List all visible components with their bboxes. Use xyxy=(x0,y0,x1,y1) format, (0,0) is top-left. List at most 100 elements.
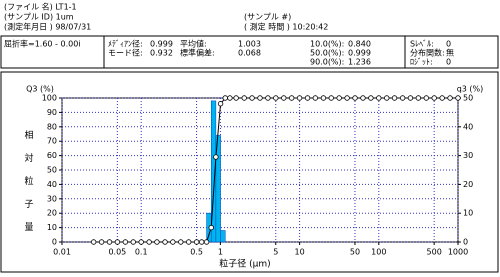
info-label: 分布関数: xyxy=(410,48,445,58)
cumulative-point xyxy=(90,239,97,245)
x-axis-title: 粒子径 (μm) xyxy=(219,258,270,270)
y2-tick-label: 30 xyxy=(463,151,473,160)
x-tick-label: 5 xyxy=(273,248,278,257)
info-value: 0 xyxy=(446,58,451,67)
cumulative-point xyxy=(213,154,219,160)
cumulative-point xyxy=(146,239,152,245)
cumulative-point xyxy=(423,95,430,101)
file-name: (ファイル 名) LT1-1 xyxy=(4,2,77,12)
info-label: 50.0(%): xyxy=(310,49,344,58)
cumulative-point xyxy=(384,95,390,101)
refractive-index: 屈折率=1.60 - 0.00i xyxy=(4,39,81,49)
cumulative-point xyxy=(431,95,437,101)
info-label: モード径: xyxy=(108,48,143,58)
y-tick-label: 100 xyxy=(42,94,57,103)
cumulative-point xyxy=(193,239,200,245)
info-label: 10.0(%): xyxy=(310,40,344,49)
y-tick-label: 80 xyxy=(47,122,57,131)
cumulative-point xyxy=(415,95,422,101)
chart-frame xyxy=(0,71,499,273)
y-tick-label: 10 xyxy=(47,223,57,232)
y-tick-label: 20 xyxy=(47,209,57,218)
x-tick-label: 0.1 xyxy=(135,248,148,257)
y2-tick-label: 50 xyxy=(463,94,473,103)
cumulative-point xyxy=(352,95,358,101)
cumulative-point xyxy=(178,239,184,245)
info-label: 標準偏差: xyxy=(180,48,215,58)
cumulative-point xyxy=(288,95,295,101)
cumulative-point xyxy=(162,239,168,245)
cumulative-point xyxy=(233,95,239,101)
cumulative-point xyxy=(249,95,255,101)
bar xyxy=(220,230,226,243)
cumulative-point xyxy=(281,95,287,101)
info-label: ﾒﾃﾞｨｱﾝ径: xyxy=(108,39,143,49)
y2-axis-title: q3 (%) xyxy=(457,85,484,94)
cumulative-point xyxy=(296,95,303,101)
x-tick-label: 1000 xyxy=(448,248,468,257)
cumulative-point xyxy=(208,224,214,231)
y2-tick-label: 10 xyxy=(463,209,473,218)
y-axis-title: Q3 (%) xyxy=(26,85,54,94)
cumulative-point xyxy=(222,95,228,101)
cumulative-point xyxy=(154,239,160,245)
x-tick-label: 100 xyxy=(371,248,386,257)
cumulative-point xyxy=(328,95,334,101)
cumulative-point xyxy=(344,95,350,101)
measure-date: (測定年月日 ) 98/07/31 xyxy=(4,22,91,32)
info-box xyxy=(0,35,499,69)
y-tick-label: 70 xyxy=(47,137,57,146)
cumulative-point xyxy=(130,239,136,245)
x-tick-label: 0.5 xyxy=(190,248,203,257)
y-tick-label: 60 xyxy=(47,151,57,160)
cumulative-point xyxy=(122,239,129,245)
cumulative-point xyxy=(170,239,176,245)
info-value: 1.236 xyxy=(348,58,371,67)
cumulative-point xyxy=(336,95,342,101)
info-value: 0.932 xyxy=(150,49,173,58)
cumulative-point xyxy=(241,95,247,101)
info-label: ﾛｼﾞｯﾄ: xyxy=(410,58,433,67)
sample-no: (サンプル #) xyxy=(244,13,291,22)
cumulative-point xyxy=(106,239,113,245)
x-tick-label: 1 xyxy=(218,248,223,257)
x-tick-label: 0.05 xyxy=(108,248,126,257)
cumulative-point xyxy=(360,95,366,101)
cumulative-point xyxy=(320,95,327,101)
cumulative-point xyxy=(304,95,311,101)
info-label: 90.0(%): xyxy=(310,58,344,67)
info-value: 無 xyxy=(446,48,454,58)
cumulative-point xyxy=(312,95,319,101)
x-tick-label: 0.01 xyxy=(53,248,71,257)
y-tick-label: 50 xyxy=(47,166,57,175)
cumulative-point xyxy=(198,239,205,245)
measure-time: ( 測定 時間 ) 10:20:42 xyxy=(244,22,328,32)
cumulative-point xyxy=(203,239,210,245)
cumulative-point xyxy=(217,101,224,107)
cumulative-point xyxy=(447,95,453,101)
y-tick-label: 40 xyxy=(47,180,57,189)
cumulative-point xyxy=(368,95,374,101)
info-value: 0.068 xyxy=(238,49,261,58)
info-label: 平均値: xyxy=(180,39,207,49)
cumulative-point xyxy=(407,95,414,101)
cumulative-point xyxy=(98,239,105,245)
cumulative-point xyxy=(391,95,398,101)
cumulative-point xyxy=(257,95,263,101)
y-tick-label: 90 xyxy=(47,108,57,117)
x-tick-label: 50 xyxy=(350,248,360,257)
y-tick-label: 30 xyxy=(47,194,57,203)
info-value: 0.840 xyxy=(348,40,371,49)
cumulative-point xyxy=(138,239,144,245)
y-tick-label: 0 xyxy=(52,238,57,247)
x-tick-label: 10 xyxy=(295,248,305,257)
y2-tick-label: 0 xyxy=(463,238,468,247)
info-value: 0.999 xyxy=(150,40,173,49)
cumulative-point xyxy=(376,95,382,101)
cumulative-point xyxy=(399,95,406,101)
x-tick-label: 500 xyxy=(427,248,442,257)
cumulative-point xyxy=(265,95,271,101)
cumulative-point xyxy=(455,95,461,101)
